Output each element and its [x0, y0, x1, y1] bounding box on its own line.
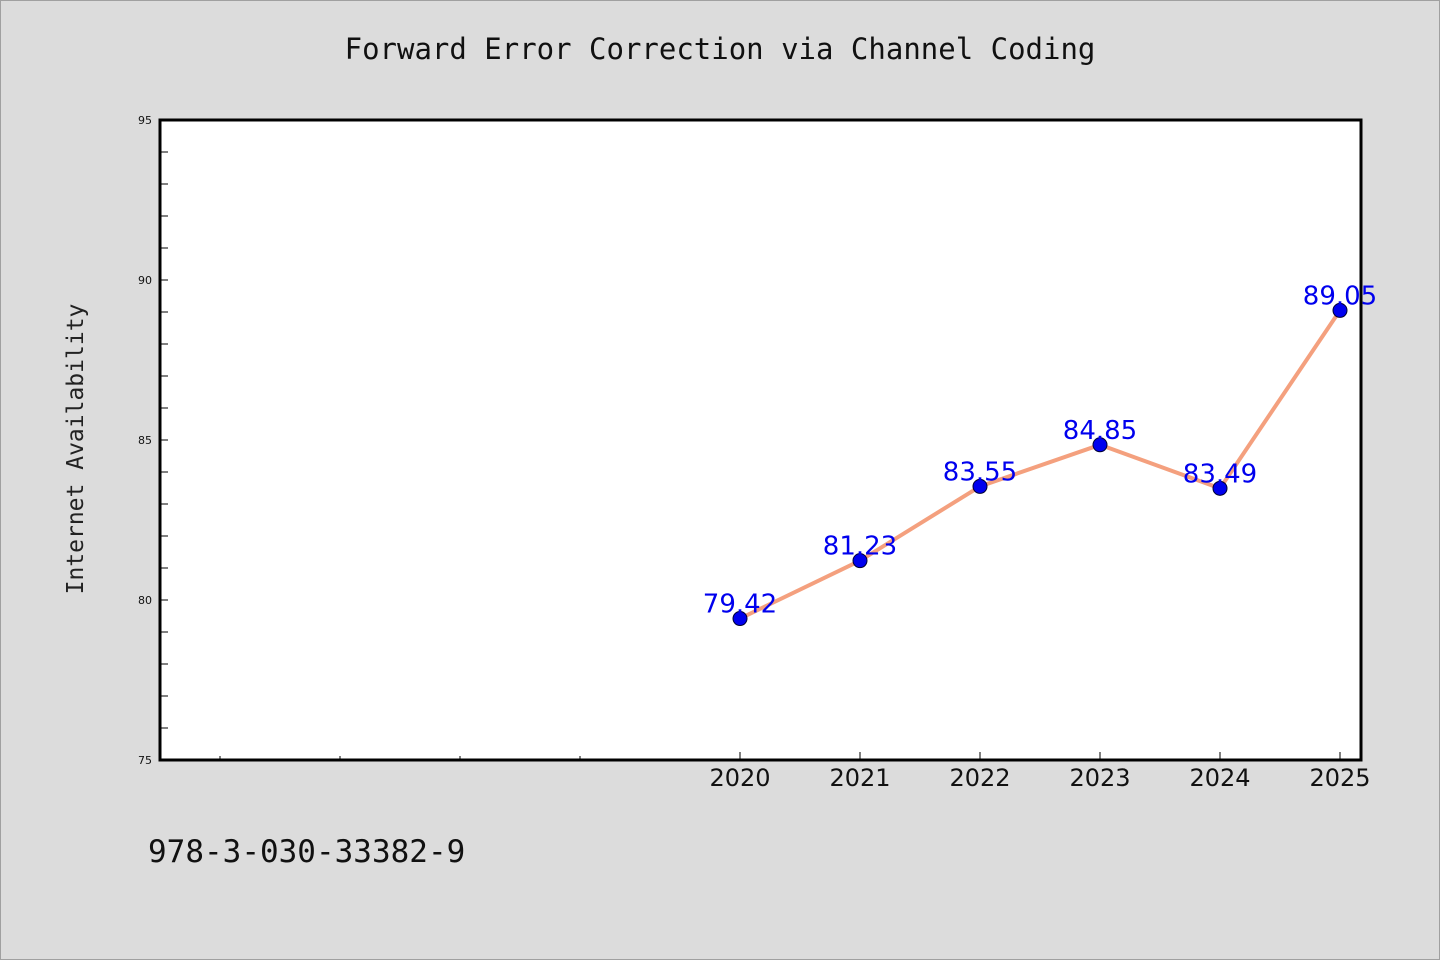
data-point: [852, 553, 868, 569]
x-tick-label: 2025: [1309, 764, 1370, 792]
x-axis-ticks: 2020 2021 2022 2023 2024 2025: [219, 752, 1371, 792]
data-label: 83.55: [943, 457, 1017, 487]
x-tick-label: 2020: [709, 764, 770, 792]
chart-title: Forward Error Correction via Channel Cod…: [344, 32, 1096, 66]
data-point: [1212, 480, 1228, 496]
x-tick-label: 2022: [949, 764, 1010, 792]
data-point: [732, 611, 748, 627]
y-axis-ticks: 75 80 85 90 95: [138, 114, 168, 767]
data-label: 79.42: [703, 590, 777, 620]
x-tick-label: 2024: [1189, 764, 1250, 792]
plot-area: [158, 118, 1363, 762]
data-point: [1092, 437, 1108, 453]
x-tick-label: 2021: [829, 764, 890, 792]
y-tick-label: 95: [138, 114, 152, 127]
y-tick-label: 90: [138, 274, 152, 287]
footer-code: 978-3-030-33382-9: [148, 834, 466, 870]
y-tick-label: 80: [138, 594, 152, 607]
data-point: [1332, 302, 1348, 318]
x-tick-label: 2023: [1069, 764, 1130, 792]
series-group: 79.42 81.23 83.55 84.85 83.49 89.05: [703, 281, 1377, 627]
data-label: 89.05: [1303, 281, 1377, 311]
data-label: 84.85: [1063, 416, 1137, 446]
data-label: 83.49: [1183, 459, 1257, 489]
y-tick-label: 75: [138, 754, 152, 767]
data-point: [972, 478, 988, 494]
series-line: [739, 309, 1342, 621]
data-label: 81.23: [823, 532, 897, 562]
y-tick-label: 85: [138, 434, 152, 447]
